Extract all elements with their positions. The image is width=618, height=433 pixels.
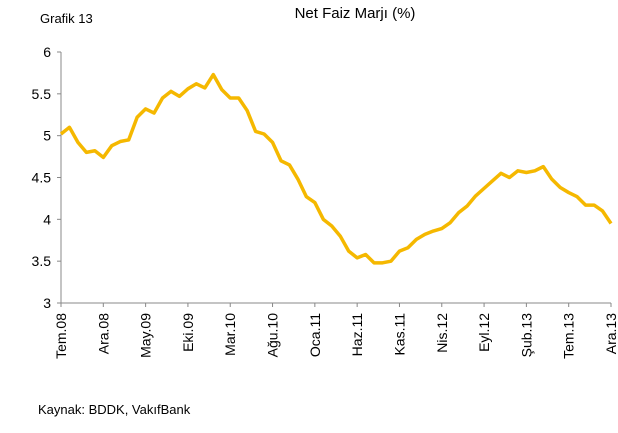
x-tick-label: Eki.09 — [180, 313, 196, 352]
y-tick-label: 3.5 — [32, 253, 52, 269]
y-tick-label: 4.5 — [32, 170, 52, 186]
x-tick-label: Oca.11 — [307, 313, 323, 357]
x-tick-label: May.09 — [138, 313, 154, 358]
x-tick-label: Nis.12 — [434, 313, 450, 353]
chart-label: Grafik 13 — [40, 11, 93, 26]
x-tick-label: Tem.13 — [561, 313, 577, 359]
x-tick-label: Mar.10 — [222, 313, 238, 356]
x-tick-label: Ara.08 — [95, 313, 111, 354]
chart-title: Net Faiz Marjı (%) — [295, 5, 416, 22]
line — [59, 72, 613, 265]
y-tick-label: 6 — [43, 44, 51, 60]
y-tick-label: 5 — [43, 128, 51, 144]
y-tick-label: 4 — [43, 211, 51, 227]
x-tick-label: Şub.13 — [518, 313, 534, 358]
x-tick-label: Tem.08 — [53, 313, 69, 359]
x-tick-label: Kas.11 — [391, 313, 407, 356]
x-tick-label: Eyl.12 — [476, 313, 492, 352]
source: Kaynak: BDDK, VakıfBank — [38, 402, 191, 417]
x-tick-label: Haz.11 — [349, 313, 365, 357]
y-tick-label: 5.5 — [32, 86, 52, 102]
x-tick-label: Ara.13 — [603, 313, 618, 354]
y-tick-label: 3 — [43, 295, 51, 311]
x-tick-label: Ağu.10 — [265, 313, 281, 358]
